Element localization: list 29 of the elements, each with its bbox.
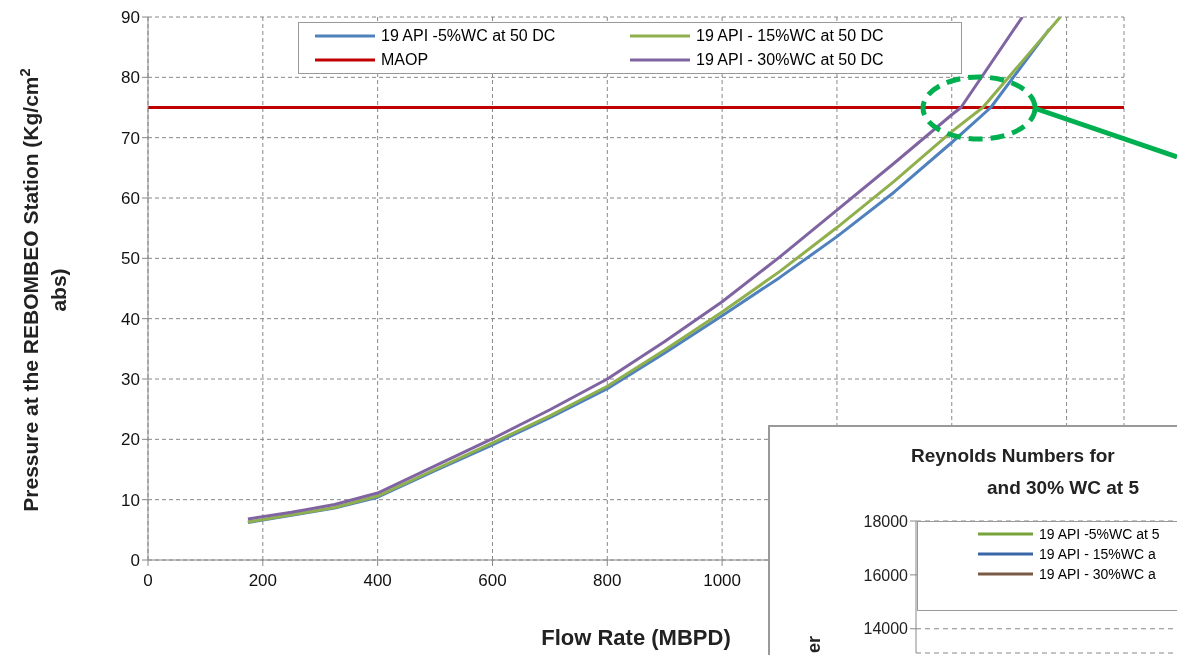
y-tick-label: 0: [130, 551, 140, 571]
legend-label: MAOP: [381, 51, 429, 69]
y-tick-label: 16000: [863, 566, 909, 584]
x-tick-label: 400: [363, 571, 392, 591]
y-tick-label: 70: [121, 128, 140, 148]
x-tick-label: 800: [593, 571, 622, 591]
y-tick-label: 80: [121, 68, 140, 88]
y-tick-label: 90: [121, 8, 140, 28]
x-tick-label: 0: [143, 571, 153, 591]
x-tick-label: 200: [248, 571, 278, 591]
y-tick-label: 20: [121, 430, 140, 450]
y-axis-title: er: [804, 635, 824, 653]
x-tick-label: 600: [478, 571, 507, 591]
y-tick-label: 18000: [863, 512, 909, 530]
y-tick-label: 40: [121, 309, 140, 329]
y-tick-label: 30: [121, 370, 140, 390]
legend-label: 19 API - 15%WC at 50 DC: [696, 27, 884, 45]
y-tick-label: 60: [121, 189, 140, 209]
y-tick-label: 14000: [863, 620, 909, 638]
legend-label: 19 API - 30%WC at 50 DC: [696, 51, 884, 69]
x-axis-title: Flow Rate (MBPD): [541, 625, 731, 650]
legend-label: 19 API - 30%WC a: [1039, 566, 1156, 582]
legend-label: 19 API -5%WC at 5: [1039, 526, 1160, 542]
legend-label: 19 API - 15%WC a: [1039, 546, 1156, 562]
y-tick-label: 10: [121, 490, 140, 510]
x-tick-label: 1000: [703, 571, 742, 591]
chart-title: Reynolds Numbers for and 30% WC at 5: [911, 445, 1140, 498]
legend-label: 19 API -5%WC at 50 DC: [381, 27, 556, 45]
y-tick-label: 50: [121, 249, 140, 269]
